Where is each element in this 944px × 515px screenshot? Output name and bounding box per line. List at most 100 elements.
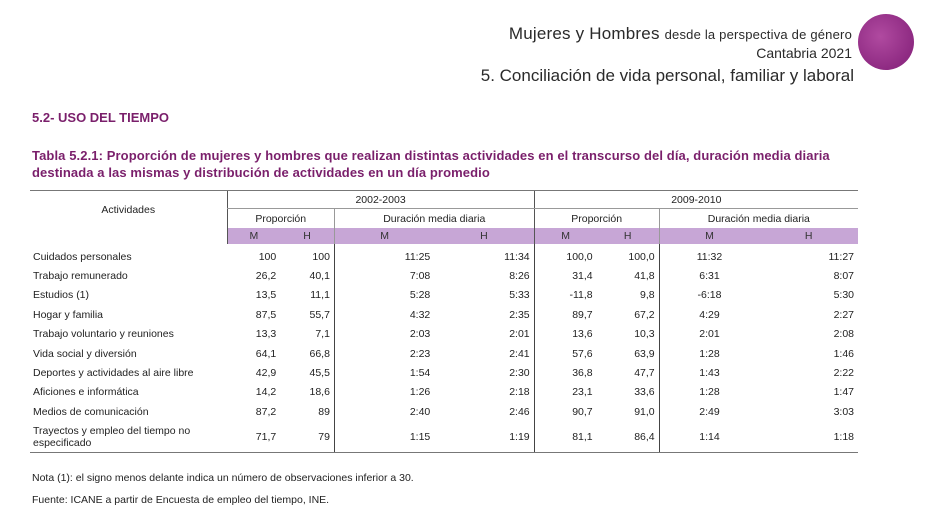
- proportion-cell: 87,5: [255, 308, 277, 321]
- table-row: Trayectos y empleo del tiempo no especif…: [30, 421, 858, 453]
- table-caption: Tabla 5.2.1: Proporción de mujeres y hom…: [32, 148, 830, 180]
- proportion-cell: 14,2: [255, 386, 277, 399]
- duration-cell: 2:03: [409, 328, 431, 341]
- time-use-table: Actividades 2002-2003 2009-2010 Proporci…: [30, 190, 858, 453]
- proportion-cell: 100,0: [566, 250, 593, 263]
- report-title-main: Mujeres y Hombres: [508, 24, 660, 43]
- duration-cell: 1:15: [334, 421, 435, 453]
- duration-cell: 1:47: [833, 386, 854, 399]
- proportion-cell: 41,8: [596, 266, 660, 286]
- sex-header: H: [280, 228, 335, 244]
- table-source: Fuente: ICANE a partir de Encuesta de em…: [32, 494, 330, 506]
- table-row: Vida social y diversión 64,1 66,8 2:23 2:41 5…: [30, 343, 858, 364]
- duration-cell: 8:26: [434, 266, 535, 286]
- proportion-cell: 57,6: [572, 347, 593, 360]
- duration-cell: 2:18: [434, 382, 535, 403]
- proportion-cell: 23,1: [572, 386, 593, 399]
- proportion-cell: 100: [258, 250, 277, 263]
- sex-header: M: [658, 228, 760, 244]
- activity-label: Trabajo remunerado: [33, 270, 128, 283]
- group-header: Duración media diaria: [333, 208, 535, 228]
- section-title: 5.2- USO DEL TIEMPO: [32, 110, 170, 125]
- duration-cell: 5:28: [409, 289, 431, 302]
- duration-cell: 2:41: [434, 343, 535, 364]
- proportion-cell: 81,1: [534, 421, 597, 453]
- group-header: Proporción: [226, 208, 335, 228]
- activity-label: Trayectos y empleo del tiempo no especif…: [30, 421, 227, 453]
- duration-cell: 5:33: [434, 285, 535, 306]
- duration-cell: 1:28: [699, 386, 720, 399]
- activity-label: Aficiones e informática: [33, 386, 139, 399]
- proportion-cell: 63,9: [596, 343, 660, 364]
- duration-cell: 11:32: [696, 250, 723, 263]
- proportion-cell: 42,9: [255, 367, 277, 380]
- group-header: Proporción: [533, 208, 660, 228]
- table-row: Trabajo voluntario y reuniones 13,3 7,1 2:0…: [30, 324, 858, 344]
- proportion-cell: 66,8: [280, 343, 335, 364]
- sex-header: H: [434, 228, 535, 244]
- proportion-cell: 13,6: [572, 328, 593, 341]
- duration-cell: 2:08: [833, 328, 854, 341]
- duration-cell: 2:01: [699, 328, 720, 341]
- table-row: Deportes y actividades al aire libre 42,9…: [30, 363, 858, 383]
- proportion-cell: 33,6: [596, 382, 660, 403]
- duration-cell: 8:07: [833, 270, 854, 283]
- proportion-cell: 64,1: [255, 347, 277, 360]
- duration-cell: 2:49: [699, 405, 720, 418]
- duration-cell: 11:34: [434, 244, 535, 267]
- activity-label: Cuidados personales: [33, 250, 132, 263]
- activity-label: Estudios (1): [33, 289, 90, 302]
- proportion-cell: 90,7: [572, 405, 593, 418]
- table-row: Aficiones e informática 14,2 18,6 1:26 2:18 2…: [30, 382, 858, 403]
- activity-label: Medios de comunicación: [33, 405, 149, 418]
- duration-cell: 2:01: [434, 324, 535, 344]
- activity-label: Trabajo voluntario y reuniones: [33, 328, 174, 341]
- proportion-cell: 31,4: [572, 270, 593, 283]
- duration-cell: 1:14: [659, 421, 760, 453]
- report-title: Mujeres y Hombres desde la perspectiva d…: [509, 24, 852, 44]
- proportion-cell: 40,1: [280, 266, 335, 286]
- report-title-sub: desde la perspectiva de género: [664, 27, 852, 42]
- duration-cell: 2:40: [409, 405, 431, 418]
- duration-cell: 2:35: [434, 305, 535, 325]
- duration-cell: 1:46: [833, 347, 854, 360]
- table-row: Estudios (1) 13,5 11,1 5:28 5:33 -11,8 9,8 -6:1…: [30, 285, 858, 306]
- activity-label: Hogar y familia: [33, 308, 104, 321]
- proportion-cell: 71,7: [227, 421, 281, 453]
- sex-header: M: [533, 228, 597, 244]
- logo-circle-icon: [858, 14, 914, 70]
- duration-cell: 11:27: [828, 250, 855, 263]
- proportion-cell: 9,8: [596, 285, 660, 306]
- proportion-cell: 36,8: [572, 367, 593, 380]
- duration-cell: 1:43: [699, 367, 720, 380]
- duration-cell: 2:22: [833, 367, 854, 380]
- sex-header: M: [333, 228, 435, 244]
- table-note: Nota (1): el signo menos delante indica …: [32, 472, 414, 484]
- duration-cell: -6:18: [697, 289, 722, 302]
- report-subtitle: Cantabria 2021: [756, 45, 852, 61]
- duration-cell: 3:03: [833, 405, 854, 418]
- duration-cell: 5:30: [833, 289, 854, 302]
- duration-cell: 4:29: [699, 308, 720, 321]
- table-row: Hogar y familia 87,5 55,7 4:32 2:35 89,7 67,2 4…: [30, 305, 858, 325]
- proportion-cell: 47,7: [596, 363, 660, 383]
- sex-header: H: [759, 228, 858, 244]
- proportion-cell: 13,3: [255, 328, 277, 341]
- table-body: Cuidados personales 100 100 11:25 11:34 100,0…: [30, 244, 858, 453]
- duration-cell: 7:08: [409, 270, 431, 283]
- proportion-cell: 10,3: [596, 324, 660, 344]
- proportion-cell: 7,1: [280, 324, 335, 344]
- duration-cell: 1:18: [759, 421, 858, 453]
- chapter-title: 5. Conciliación de vida personal, famili…: [480, 66, 854, 85]
- proportion-cell: 86,4: [596, 421, 660, 453]
- period-header-2: 2009-2010: [533, 190, 858, 209]
- duration-cell: 4:32: [409, 308, 431, 321]
- duration-cell: 2:27: [833, 308, 854, 321]
- table-row: Trabajo remunerado 26,2 40,1 7:08 8:26 31,4 41…: [30, 266, 858, 286]
- duration-cell: 2:23: [409, 347, 431, 360]
- proportion-cell: 89: [280, 402, 335, 422]
- activity-label: Deportes y actividades al aire libre: [33, 367, 194, 380]
- proportion-cell: 26,2: [255, 270, 277, 283]
- header-spacer: [30, 228, 227, 244]
- proportion-cell: 11,1: [280, 285, 335, 306]
